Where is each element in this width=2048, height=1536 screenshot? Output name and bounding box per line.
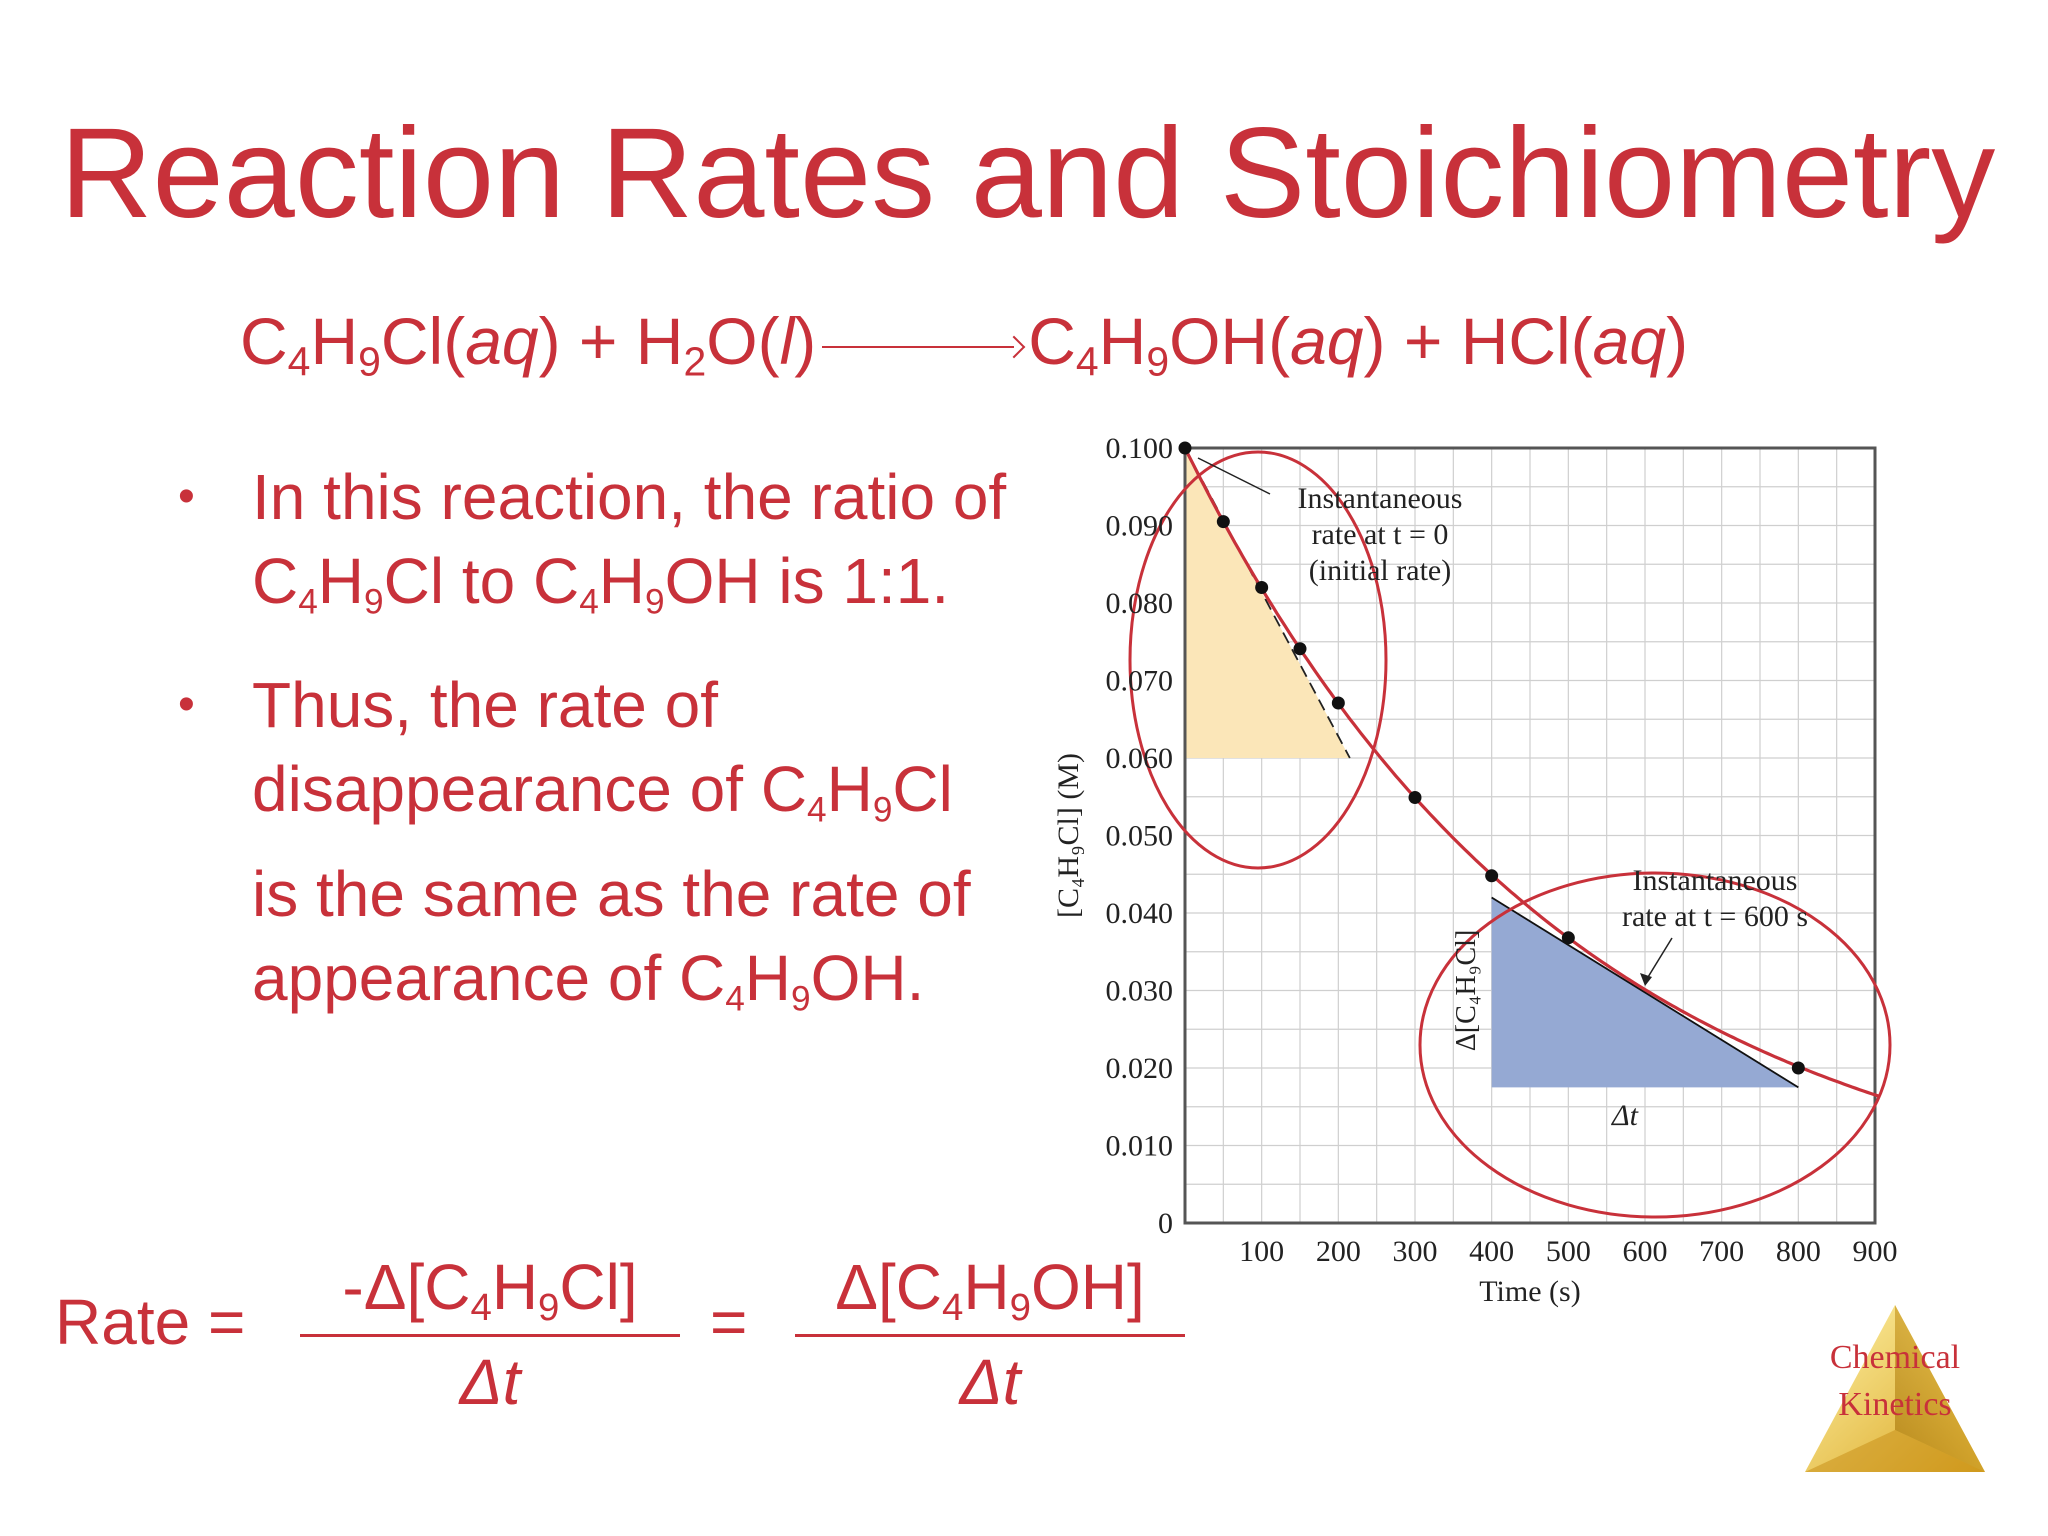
data-point (1331, 696, 1345, 710)
x-tick-label: 700 (1699, 1235, 1744, 1268)
rate-equation: Rate = -Δ[C4H9Cl] Δt = Δ[C4H9OH] Δt (55, 1250, 1205, 1420)
highlight-ellipse-600s (1418, 871, 1892, 1219)
x-axis-title: Time (s) (1479, 1275, 1580, 1308)
x-tick-label: 100 (1239, 1235, 1284, 1268)
products: C4H9OH(aq) + HCl(aq) (1028, 304, 1689, 385)
data-point (1216, 515, 1230, 529)
logo-text-line2: Kinetics (1838, 1386, 1951, 1423)
annotation-pointer-initial (1197, 457, 1271, 495)
bullet-item-ratio: • In this reaction, the ratio of C4H9Cl … (170, 455, 1010, 645)
y-axis-title: [C₄H₉Cl] (M) (1052, 753, 1085, 918)
logo-text-line1: Chemical (1830, 1339, 1960, 1376)
fraction-numerator: -Δ[C4H9Cl] (342, 1251, 638, 1329)
tangent-600s-line (1491, 896, 1799, 1089)
x-tick-label: 300 (1393, 1235, 1438, 1268)
y-tick-label: 0.080 (1106, 587, 1174, 620)
annotation-pointer-600s (1644, 937, 1673, 983)
data-point (1255, 581, 1269, 594)
data-point (1408, 791, 1422, 805)
fraction-bar (300, 1333, 680, 1337)
delta-time-label: Δt (1611, 1099, 1639, 1132)
annotation-initial-line3: (initial rate) (1309, 554, 1451, 587)
plot-frame (1183, 446, 1877, 1225)
highlight-ellipse-initial (1128, 450, 1388, 870)
fraction-appearance: Δ[C4H9OH] Δt (795, 1250, 1185, 1419)
chemical-kinetics-logo: Chemical Kinetics (1805, 1305, 1985, 1472)
fraction-denominator: Δt (459, 1345, 521, 1418)
delta-concentration-label: Δ[C₄H₉Cl] (1451, 930, 1482, 1052)
y-tick-label: 0.090 (1106, 510, 1174, 543)
annotation-initial-line2: rate at t = 0 (1312, 518, 1449, 551)
x-tick-label: 500 (1546, 1235, 1591, 1268)
bullet-dot-icon: • (178, 470, 195, 523)
y-tick-label: 0.060 (1106, 742, 1174, 775)
equals-sign: = (710, 1286, 748, 1358)
slide-title: Reaction Rates and Stoichiometry (60, 102, 1996, 245)
annotation-initial-line1: Instantaneous (1298, 482, 1463, 515)
y-tick-label: 0.040 (1106, 897, 1174, 930)
bullet-list: • In this reaction, the ratio of C4H9Cl … (170, 455, 1010, 1060)
x-tick-label: 400 (1469, 1235, 1514, 1268)
annotation-600s-line1: Instantaneous (1633, 864, 1798, 897)
y-tick-label: 0.070 (1106, 665, 1174, 698)
reactant-1: C4H9Cl(aq) + H2O(l) (240, 304, 817, 385)
y-tick-label: 0.020 (1106, 1052, 1174, 1085)
data-point (1791, 1061, 1805, 1075)
triangle-facet-shape (1895, 1305, 1985, 1472)
x-tick-label: 600 (1623, 1235, 1668, 1268)
y-tick-label: 0.050 (1106, 820, 1174, 853)
triangle-facet-shape (1805, 1430, 1985, 1472)
data-point (1178, 441, 1192, 455)
data-point (1293, 642, 1307, 656)
rate-label: Rate = (55, 1286, 246, 1358)
annotation-600s-line2: rate at t = 600 s (1622, 900, 1808, 933)
concentration-time-chart: 0 0.010 0.020 0.030 0.040 0.050 0.060 0.070 0.08… (1052, 432, 1898, 1308)
reaction-equation: C4H9Cl(aq) + H2O(l) C4H9OH(aq) + HCl(aq) (240, 305, 1688, 384)
fraction-bar (795, 1333, 1185, 1337)
initial-rate-triangle (1185, 448, 1350, 758)
y-tick-label: 0.100 (1106, 432, 1174, 465)
x-tick-label: 200 (1316, 1235, 1361, 1268)
reaction-arrow-icon (822, 337, 1022, 357)
x-tick-label: 900 (1853, 1235, 1898, 1268)
data-point (1485, 869, 1499, 883)
y-tick-label: 0.030 (1106, 975, 1174, 1008)
fraction-denominator: Δt (959, 1345, 1021, 1418)
annotation-arrowhead-icon (1640, 973, 1652, 986)
x-tick-label: 800 (1776, 1235, 1821, 1268)
data-point (1561, 931, 1575, 945)
bullet-item-rate: • Thus, the rate of disappearance of C4H… (170, 663, 1010, 1042)
bullet-dot-icon: • (178, 677, 195, 731)
y-tick-label: 0.010 (1106, 1130, 1174, 1163)
fraction-numerator: Δ[C4H9OH] (835, 1251, 1145, 1329)
fraction-disappearance: -Δ[C4H9Cl] Δt (300, 1250, 680, 1419)
y-tick-label: 0 (1158, 1207, 1173, 1240)
